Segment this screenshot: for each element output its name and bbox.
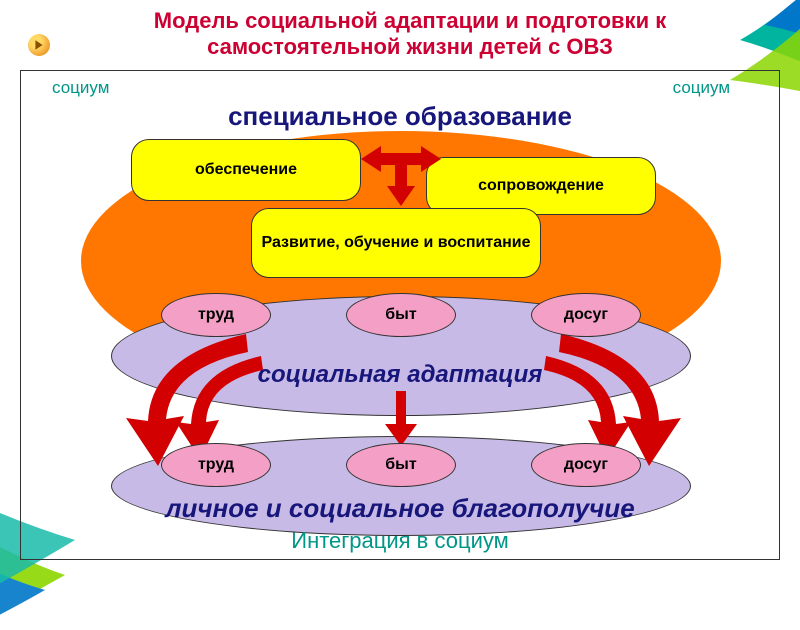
pink-oval-byt-top: быт — [346, 293, 456, 337]
diagram-frame: специальное образование сопровождение Ра… — [20, 70, 780, 560]
pink-oval-dosug-top: досуг — [531, 293, 641, 337]
integration-label: Интеграция в социум — [21, 528, 779, 554]
three-way-arrow-icon — [361, 136, 441, 206]
yellow-box-razvitie: Развитие, обучение и воспитание — [251, 208, 541, 278]
bullet-arrow-icon — [28, 34, 50, 56]
special-education-title: специальное образование — [21, 101, 779, 132]
wellbeing-title: личное и социальное благополучие — [21, 493, 779, 524]
pink-oval-trud-top: труд — [161, 293, 271, 337]
social-adaptation-title: социальная адаптация — [21, 361, 779, 389]
pink-oval-dosug-bottom: досуг — [531, 443, 641, 487]
yellow-box-soprovozhdenie: сопровождение — [426, 157, 656, 215]
pink-oval-trud-bottom: труд — [161, 443, 271, 487]
yellow-box-obespechenie: обеспечение — [131, 139, 361, 201]
pink-oval-byt-bottom: быт — [346, 443, 456, 487]
